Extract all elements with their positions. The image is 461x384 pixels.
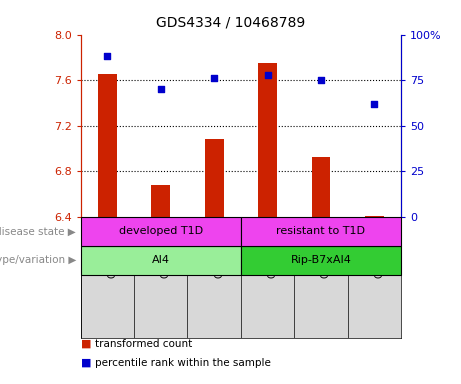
Text: ■: ■ <box>81 358 91 368</box>
Bar <box>98 74 117 217</box>
Text: ■: ■ <box>81 339 91 349</box>
Text: GSM988591: GSM988591 <box>374 219 384 278</box>
Point <box>264 72 271 78</box>
Text: GSM988587: GSM988587 <box>214 218 224 278</box>
Bar <box>258 63 277 217</box>
Text: transformed count: transformed count <box>95 339 192 349</box>
Text: developed T1D: developed T1D <box>119 226 203 237</box>
Text: genotype/variation ▶: genotype/variation ▶ <box>0 255 76 265</box>
Point <box>211 75 218 81</box>
Text: GSM988586: GSM988586 <box>161 219 171 278</box>
Text: resistant to T1D: resistant to T1D <box>277 226 366 237</box>
Point <box>157 86 165 93</box>
Bar <box>241 246 401 275</box>
Point <box>371 101 378 107</box>
Bar <box>81 217 241 246</box>
Bar <box>312 157 331 217</box>
Bar <box>365 216 384 217</box>
Text: GSM988589: GSM988589 <box>267 219 278 278</box>
Bar <box>241 217 401 246</box>
Text: GSM988585: GSM988585 <box>107 218 118 278</box>
Bar <box>81 246 241 275</box>
Text: GDS4334 / 10468789: GDS4334 / 10468789 <box>156 15 305 29</box>
Point <box>317 77 325 83</box>
Bar <box>151 185 170 217</box>
Text: AI4: AI4 <box>152 255 170 265</box>
Point <box>104 53 111 60</box>
Text: GSM988590: GSM988590 <box>321 219 331 278</box>
Text: percentile rank within the sample: percentile rank within the sample <box>95 358 271 368</box>
Bar <box>205 139 224 217</box>
Text: disease state ▶: disease state ▶ <box>0 226 76 237</box>
Text: Rip-B7xAI4: Rip-B7xAI4 <box>290 255 351 265</box>
